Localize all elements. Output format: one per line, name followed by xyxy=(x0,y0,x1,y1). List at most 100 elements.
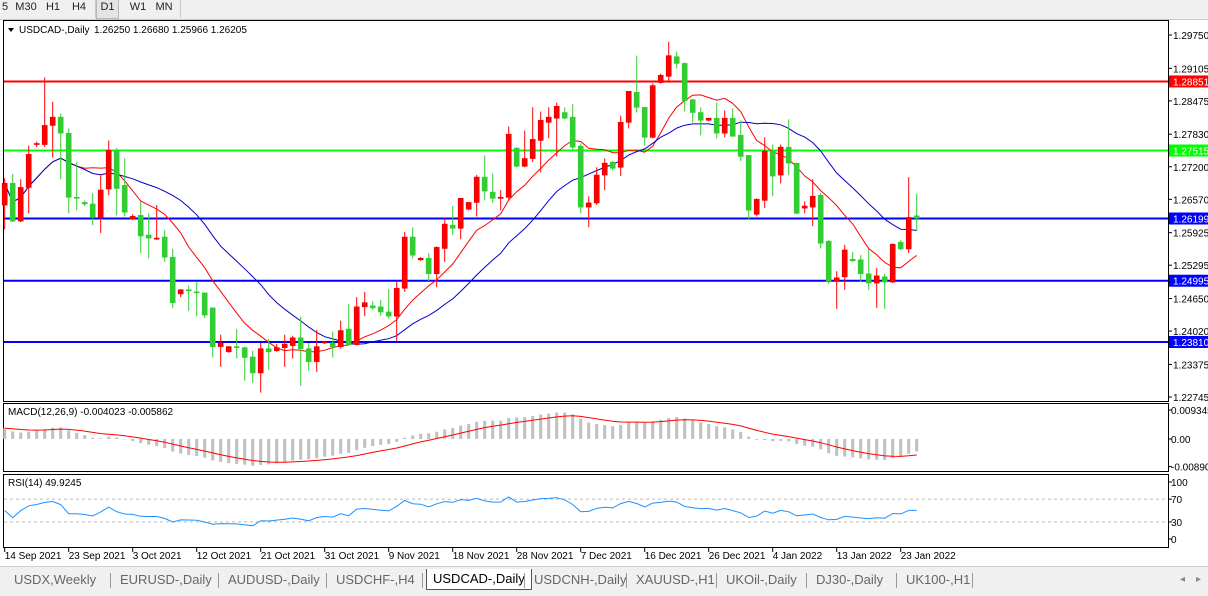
candle-body xyxy=(305,348,312,362)
candle xyxy=(113,148,120,216)
date-label: 23 Jan 2022 xyxy=(901,551,956,562)
candle xyxy=(849,252,856,262)
rsi-tick-label: 100 xyxy=(1171,478,1188,489)
symbol-header: USDCAD-,Daily xyxy=(19,25,90,36)
level-price-label: 1.23810 xyxy=(1173,338,1208,349)
candle-body xyxy=(49,116,56,126)
candle xyxy=(225,346,232,353)
level-price-badge xyxy=(1169,335,1208,348)
candle-body xyxy=(217,342,224,347)
candle xyxy=(905,177,912,254)
candle xyxy=(577,143,584,214)
candle-body xyxy=(825,240,832,282)
macd-tick-label: 0.009345 xyxy=(1171,406,1208,417)
candle xyxy=(817,193,824,249)
candle-body xyxy=(377,306,384,313)
candle-body xyxy=(505,133,512,198)
date-label: 3 Oct 2021 xyxy=(133,551,182,562)
candle xyxy=(761,137,768,209)
chart-frames xyxy=(3,20,1169,548)
timeframe-m5[interactable]: 5 xyxy=(1,1,9,13)
rsi-label: RSI(14) 49.9245 xyxy=(8,478,82,489)
candle xyxy=(689,99,696,123)
date-label: 21 Oct 2021 xyxy=(261,551,316,562)
rsi-tick-label: 30 xyxy=(1171,518,1183,529)
candle xyxy=(449,206,456,235)
candle-body xyxy=(273,347,280,352)
candle-body xyxy=(185,289,192,292)
candle xyxy=(257,342,264,393)
candle xyxy=(409,227,416,259)
tab-usdcad-daily[interactable]: USDCAD-,Daily xyxy=(426,569,532,590)
tab-divider xyxy=(896,573,897,588)
tab-ukoil-daily[interactable]: UKOil-,Daily xyxy=(726,572,797,587)
candle xyxy=(729,108,736,137)
candle-body xyxy=(329,342,336,347)
candle xyxy=(393,280,400,341)
scroll-left-icon[interactable]: ◂ xyxy=(1180,574,1186,585)
candle xyxy=(745,155,752,219)
candle-body xyxy=(737,134,744,157)
level-price-label: 1.28851 xyxy=(1173,77,1208,88)
candle xyxy=(169,248,176,308)
date-label: 31 Oct 2021 xyxy=(325,551,380,562)
candle-body xyxy=(569,116,576,148)
level-price-label: 1.27515 xyxy=(1173,146,1208,157)
collapse-triangle-icon[interactable] xyxy=(8,28,14,32)
tab-eurusd-daily[interactable]: EURUSD-,Daily xyxy=(120,572,212,587)
price-chart[interactable]: 1.28851 1.27515 1.26199 1.24995 1.23810 1.29… xyxy=(0,19,1208,566)
candle xyxy=(41,77,48,148)
tab-xauusd-h1[interactable]: XAUUSD-,H1 xyxy=(636,572,715,587)
timeframe-m30[interactable]: M30 xyxy=(15,1,37,13)
candle-body xyxy=(233,346,240,348)
candle xyxy=(513,147,520,168)
timeframe-h4[interactable]: H4 xyxy=(71,1,87,13)
candle-body xyxy=(161,236,168,258)
timeframe-w1[interactable]: W1 xyxy=(129,1,147,13)
candle-body xyxy=(65,132,72,198)
timeframe-d1[interactable]: D1 xyxy=(96,0,119,19)
tab-divider xyxy=(524,573,525,588)
candle xyxy=(657,73,664,84)
tab-dj30-daily[interactable]: DJ30-,Daily xyxy=(816,572,884,587)
tab-uk100-h1[interactable]: UK100-,H1 xyxy=(906,572,971,587)
candle xyxy=(17,179,24,223)
candle-body xyxy=(857,259,864,275)
candle xyxy=(313,330,320,372)
timeframe-mn[interactable]: MN xyxy=(155,1,173,13)
price-tick-label: 1.25925 xyxy=(1173,229,1208,240)
timeframe-h1[interactable]: H1 xyxy=(45,1,61,13)
candle-body xyxy=(457,198,464,229)
price-tick-label: 1.28475 xyxy=(1173,97,1208,108)
candle xyxy=(713,102,720,139)
candle-body xyxy=(513,147,520,167)
candle xyxy=(193,282,200,317)
candle xyxy=(1,178,8,230)
candle-body xyxy=(625,91,632,123)
candle-body xyxy=(665,55,672,77)
price-tick-label: 1.27830 xyxy=(1173,130,1208,141)
tab-usdchf-h4[interactable]: USDCHF-,H4 xyxy=(336,572,415,587)
candle-body xyxy=(593,174,600,204)
macd-tick-label: -0.008902 xyxy=(1171,463,1208,474)
candle xyxy=(593,167,600,206)
tab-usdx-weekly[interactable]: USDX,Weekly xyxy=(14,572,97,587)
horizontal-levels[interactable]: 1.28851 1.27515 1.26199 1.24995 1.23810 xyxy=(4,75,1208,349)
candle xyxy=(873,268,880,308)
candle-body xyxy=(561,112,568,119)
candle-body xyxy=(545,116,552,123)
candle-body xyxy=(73,196,80,199)
candle xyxy=(641,107,648,146)
candle-body xyxy=(265,348,272,353)
date-label: 28 Nov 2021 xyxy=(517,551,574,562)
candle-body xyxy=(489,191,496,199)
tab-usdcnh-daily[interactable]: USDCNH-,Daily xyxy=(534,572,627,587)
candle-body xyxy=(81,202,88,205)
candle-body xyxy=(137,215,144,237)
scroll-right-icon[interactable]: ▸ xyxy=(1196,574,1202,585)
tab-audusd-daily[interactable]: AUDUSD-,Daily xyxy=(228,572,320,587)
candle xyxy=(649,83,656,139)
candle xyxy=(201,292,208,319)
candle xyxy=(801,201,808,214)
candle-body xyxy=(633,92,640,108)
